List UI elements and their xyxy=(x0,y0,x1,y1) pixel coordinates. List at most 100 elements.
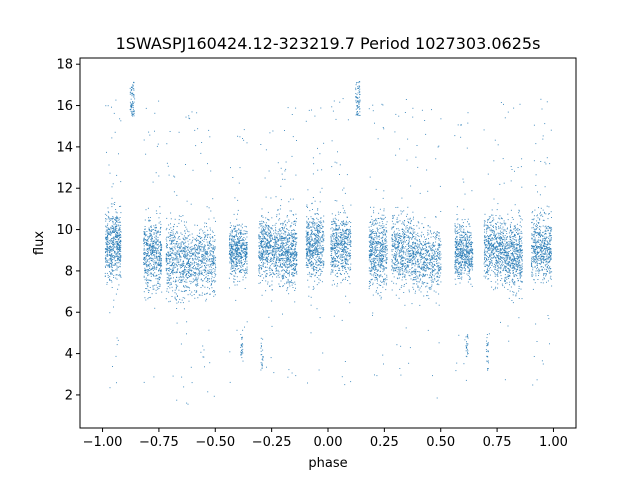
data-point xyxy=(295,272,297,274)
data-point xyxy=(149,232,151,234)
data-point xyxy=(259,231,261,233)
data-point xyxy=(112,248,114,250)
data-point xyxy=(277,256,279,258)
data-point xyxy=(268,255,269,257)
data-point xyxy=(239,242,241,244)
data-point xyxy=(350,246,352,247)
data-point xyxy=(291,234,293,236)
data-point xyxy=(271,268,273,270)
data-point xyxy=(166,236,168,238)
data-point xyxy=(330,273,332,275)
data-point xyxy=(278,251,280,253)
data-point xyxy=(307,237,309,239)
data-point xyxy=(106,283,108,285)
data-point xyxy=(281,235,283,237)
data-point xyxy=(166,288,168,290)
data-point xyxy=(160,266,161,268)
data-point xyxy=(346,224,348,225)
data-point xyxy=(182,291,184,292)
data-point xyxy=(290,253,291,254)
data-point xyxy=(315,252,317,253)
data-point xyxy=(243,239,244,241)
data-point xyxy=(107,211,109,213)
data-point xyxy=(321,254,323,256)
data-point xyxy=(105,233,107,235)
data-point xyxy=(108,228,110,230)
data-point xyxy=(183,221,185,223)
data-point xyxy=(116,274,118,276)
data-point xyxy=(231,238,233,240)
data-point xyxy=(309,249,311,251)
data-point xyxy=(109,255,111,256)
data-point xyxy=(174,271,176,273)
data-point xyxy=(170,232,172,234)
data-point xyxy=(147,249,149,251)
data-point xyxy=(120,239,122,241)
data-point xyxy=(116,267,118,269)
data-point xyxy=(236,266,238,267)
data-point xyxy=(316,272,318,274)
data-point xyxy=(341,233,343,235)
data-point xyxy=(182,248,184,250)
data-point xyxy=(109,265,111,267)
data-point xyxy=(193,280,195,282)
data-point xyxy=(110,240,112,242)
data-point xyxy=(105,257,107,259)
data-point xyxy=(263,236,265,238)
data-point xyxy=(189,263,190,265)
data-point xyxy=(348,268,350,270)
data-point xyxy=(145,270,146,271)
data-point xyxy=(295,254,297,256)
data-point xyxy=(261,230,263,232)
data-point xyxy=(368,240,370,242)
data-point xyxy=(264,251,266,253)
data-point xyxy=(369,230,371,232)
data-point xyxy=(293,259,294,261)
data-point xyxy=(151,267,153,269)
data-point xyxy=(243,264,244,266)
data-point xyxy=(176,302,178,304)
data-point xyxy=(283,252,285,254)
data-point xyxy=(186,274,188,276)
data-point xyxy=(320,265,322,267)
data-point xyxy=(313,250,315,252)
data-point xyxy=(245,248,247,250)
data-point xyxy=(287,250,288,252)
data-point xyxy=(111,217,113,219)
data-point xyxy=(267,263,268,265)
data-point xyxy=(203,245,205,247)
data-point xyxy=(315,229,317,231)
data-point xyxy=(285,237,287,239)
data-point xyxy=(290,261,292,263)
data-point xyxy=(336,261,338,262)
data-point xyxy=(157,248,158,250)
data-point xyxy=(116,241,117,243)
data-point xyxy=(311,254,313,256)
data-point xyxy=(334,239,336,241)
data-point xyxy=(267,281,269,283)
data-point xyxy=(374,279,376,281)
data-point xyxy=(152,269,154,271)
data-point xyxy=(199,267,201,269)
data-point xyxy=(349,254,350,256)
data-point xyxy=(294,268,296,270)
data-point xyxy=(109,228,111,230)
data-point xyxy=(334,229,336,231)
data-point xyxy=(236,284,238,286)
data-point xyxy=(152,286,154,288)
data-point xyxy=(291,233,293,235)
data-point xyxy=(212,248,214,249)
data-point xyxy=(143,245,145,247)
data-point xyxy=(265,231,267,233)
data-point xyxy=(312,256,314,258)
data-point xyxy=(184,267,186,269)
data-point xyxy=(335,225,337,227)
data-point xyxy=(380,252,381,254)
data-point xyxy=(175,299,177,300)
data-point xyxy=(261,222,263,224)
data-point xyxy=(268,235,270,237)
data-point xyxy=(233,243,235,245)
data-point xyxy=(341,232,343,234)
data-point xyxy=(341,241,343,243)
data-point xyxy=(185,254,187,256)
